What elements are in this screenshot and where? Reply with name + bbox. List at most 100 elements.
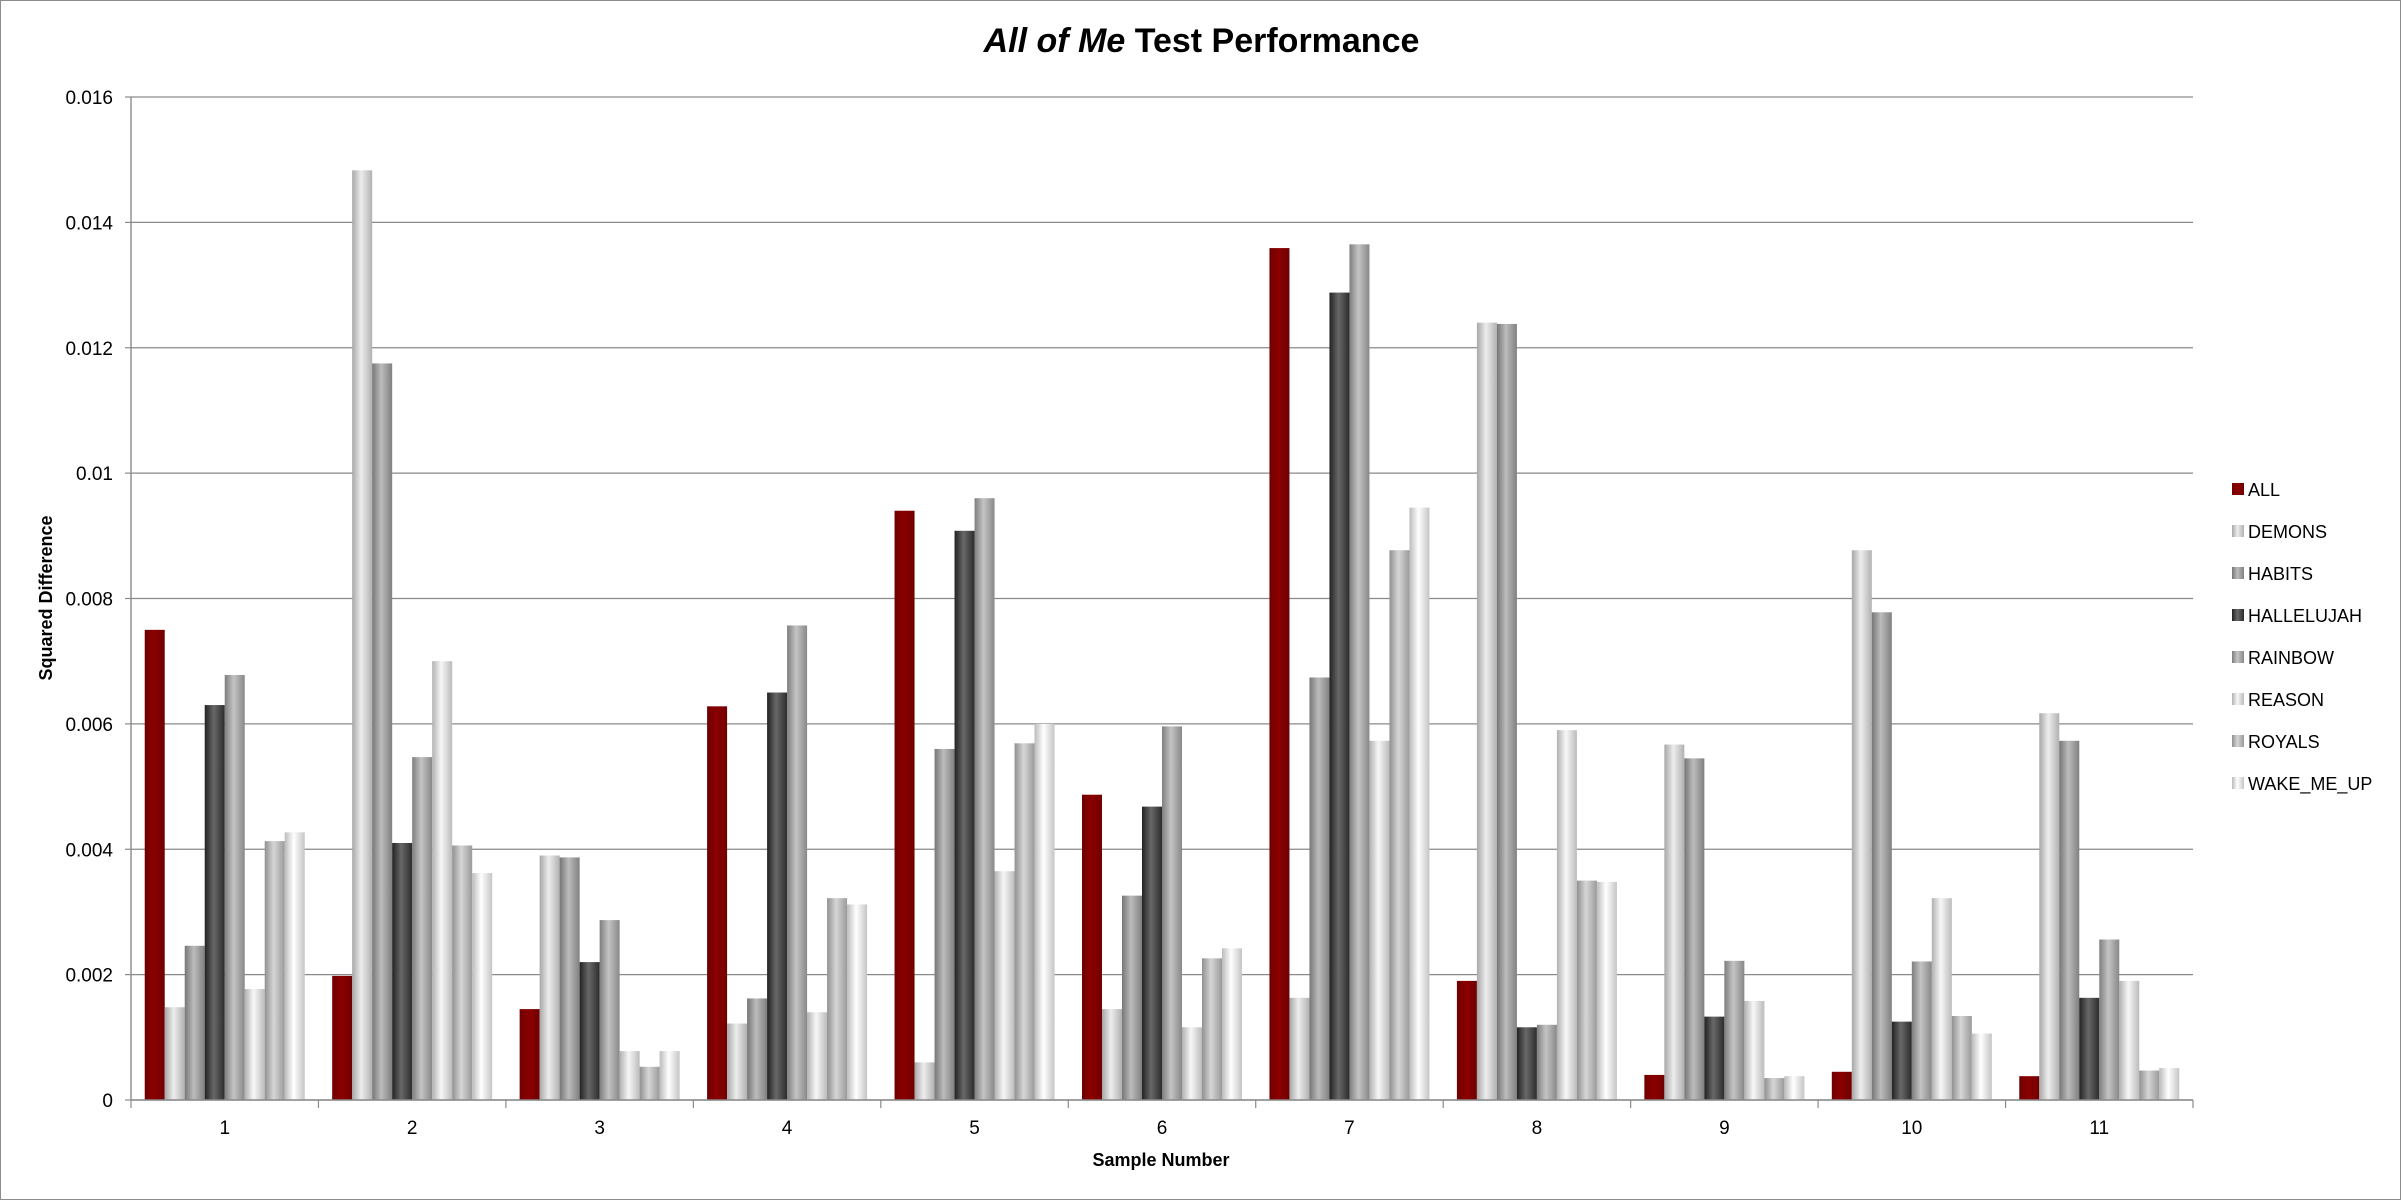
bar-hallelujah [954,530,975,1100]
x-tick-label: 10 [1901,1118,1922,1139]
x-tick-label: 3 [594,1118,605,1139]
bar-rainbow [2099,939,2120,1100]
legend-swatch-demons [2232,525,2244,537]
bar-hallelujah [1142,806,1162,1100]
bar-reason [244,989,265,1100]
bar-hallelujah [1329,292,1350,1101]
bar-reason [1556,730,1577,1100]
bar-wake_me_up [472,873,493,1100]
y-tick-label: 0.004 [65,840,113,861]
bar-reason [807,1012,828,1100]
x-axis-title: Sample Number [1092,1150,1229,1170]
bar-demons [1664,744,1685,1100]
legend-label-habits: HABITS [2248,564,2313,584]
bar-royals [1389,550,1410,1100]
bar-hallelujah [2079,997,2100,1100]
legend-label-demons: DEMONS [2248,522,2327,542]
bar-royals [452,845,473,1100]
x-tick-label: 7 [1344,1118,1355,1139]
bar-rainbow [599,920,620,1100]
y-tick-label: 0.008 [65,590,113,611]
bar-demons [352,170,373,1101]
bar-all [707,706,728,1100]
bar-reason [1369,740,1390,1100]
bar-rainbow [1911,961,1932,1100]
y-tick-label: 0.006 [65,715,113,736]
axes: 0 0.002 0.004 0.006 0.008 0.01 0.012 0.014 0.016… [65,88,2194,1139]
bar-rainbow [1536,1024,1557,1100]
chart-title: All of Me Test Performance [0,22,2403,61]
bar-royals [2139,1070,2160,1100]
bar-royals [1014,743,1035,1100]
bar-wake_me_up [1222,948,1242,1100]
bar-habits [559,857,580,1100]
bar-royals [827,898,848,1100]
bar-wake_me_up [1596,881,1617,1100]
bar-hallelujah [579,962,600,1100]
bar-hallelujah [392,842,413,1100]
x-tick-label: 8 [1532,1118,1543,1139]
bar-rainbow [974,498,995,1100]
bar-reason [2119,980,2140,1100]
legend-label-reason: REASON [2248,690,2324,710]
bar-demons [2039,713,2060,1100]
bar-all [1269,248,1290,1100]
legend-swatch-wake_me_up [2232,777,2244,789]
bar-reason [994,871,1015,1100]
legend-label-all: ALL [2248,480,2280,500]
bar-rainbow [1162,726,1182,1100]
bar-royals [1764,1078,1785,1100]
bar-all [144,629,165,1100]
legend-label-rainbow: RAINBOW [2248,648,2334,668]
bar-royals [1576,880,1597,1100]
bar-habits [1684,758,1705,1100]
bar-all [332,975,353,1100]
bar-wake_me_up [1971,1033,1992,1100]
bar-all [519,1009,540,1100]
bar-demons [914,1062,935,1100]
bar-royals [264,841,285,1100]
bar-habits [1122,895,1142,1100]
bar-habits [1309,677,1330,1100]
bar-reason [1182,1027,1202,1100]
y-tick-label: 0.01 [76,464,113,485]
bar-demons [539,855,560,1100]
legend-swatch-habits [2232,567,2244,579]
bar-hallelujah [767,692,788,1100]
bar-all [894,510,915,1100]
y-tick-label: 0 [102,1091,113,1112]
x-tick-label: 11 [2089,1118,2109,1139]
legend-label-royals: ROYALS [2248,732,2320,752]
bar-wake_me_up [1034,723,1055,1100]
x-tick-label: 9 [1719,1118,1730,1139]
bar-all [1644,1074,1665,1100]
bar-reason [1931,898,1952,1100]
legend-swatch-rainbow [2232,651,2244,663]
bar-hallelujah [1516,1027,1537,1100]
bar-rainbow [412,757,433,1100]
bar-demons [1476,322,1497,1100]
bar-reason [619,1051,640,1100]
bar-wake_me_up [847,904,868,1100]
bar-reason [1744,1000,1765,1100]
bar-habits [372,363,393,1100]
bar-rainbow [1724,960,1745,1100]
chart-title-italic: All of Me [983,22,1126,60]
bar-demons [1289,997,1310,1100]
x-tick-label: 5 [969,1118,980,1139]
x-tick-label: 2 [407,1118,418,1139]
bars [144,170,2180,1101]
y-axis-title: Squared Difference [36,515,56,680]
y-tick-label: 0.016 [65,88,113,109]
x-tick-label: 1 [219,1118,230,1139]
bar-habits [184,945,205,1100]
bar-demons [1851,550,1872,1100]
bar-habits [747,998,768,1100]
bar-rainbow [224,674,245,1100]
bar-royals [639,1066,660,1100]
legend-swatch-hallelujah [2232,609,2244,621]
legend: ALL DEMONS HABITS HALLELUJAH RAINBOW REASON RO… [2232,480,2372,795]
bar-hallelujah [204,705,225,1100]
